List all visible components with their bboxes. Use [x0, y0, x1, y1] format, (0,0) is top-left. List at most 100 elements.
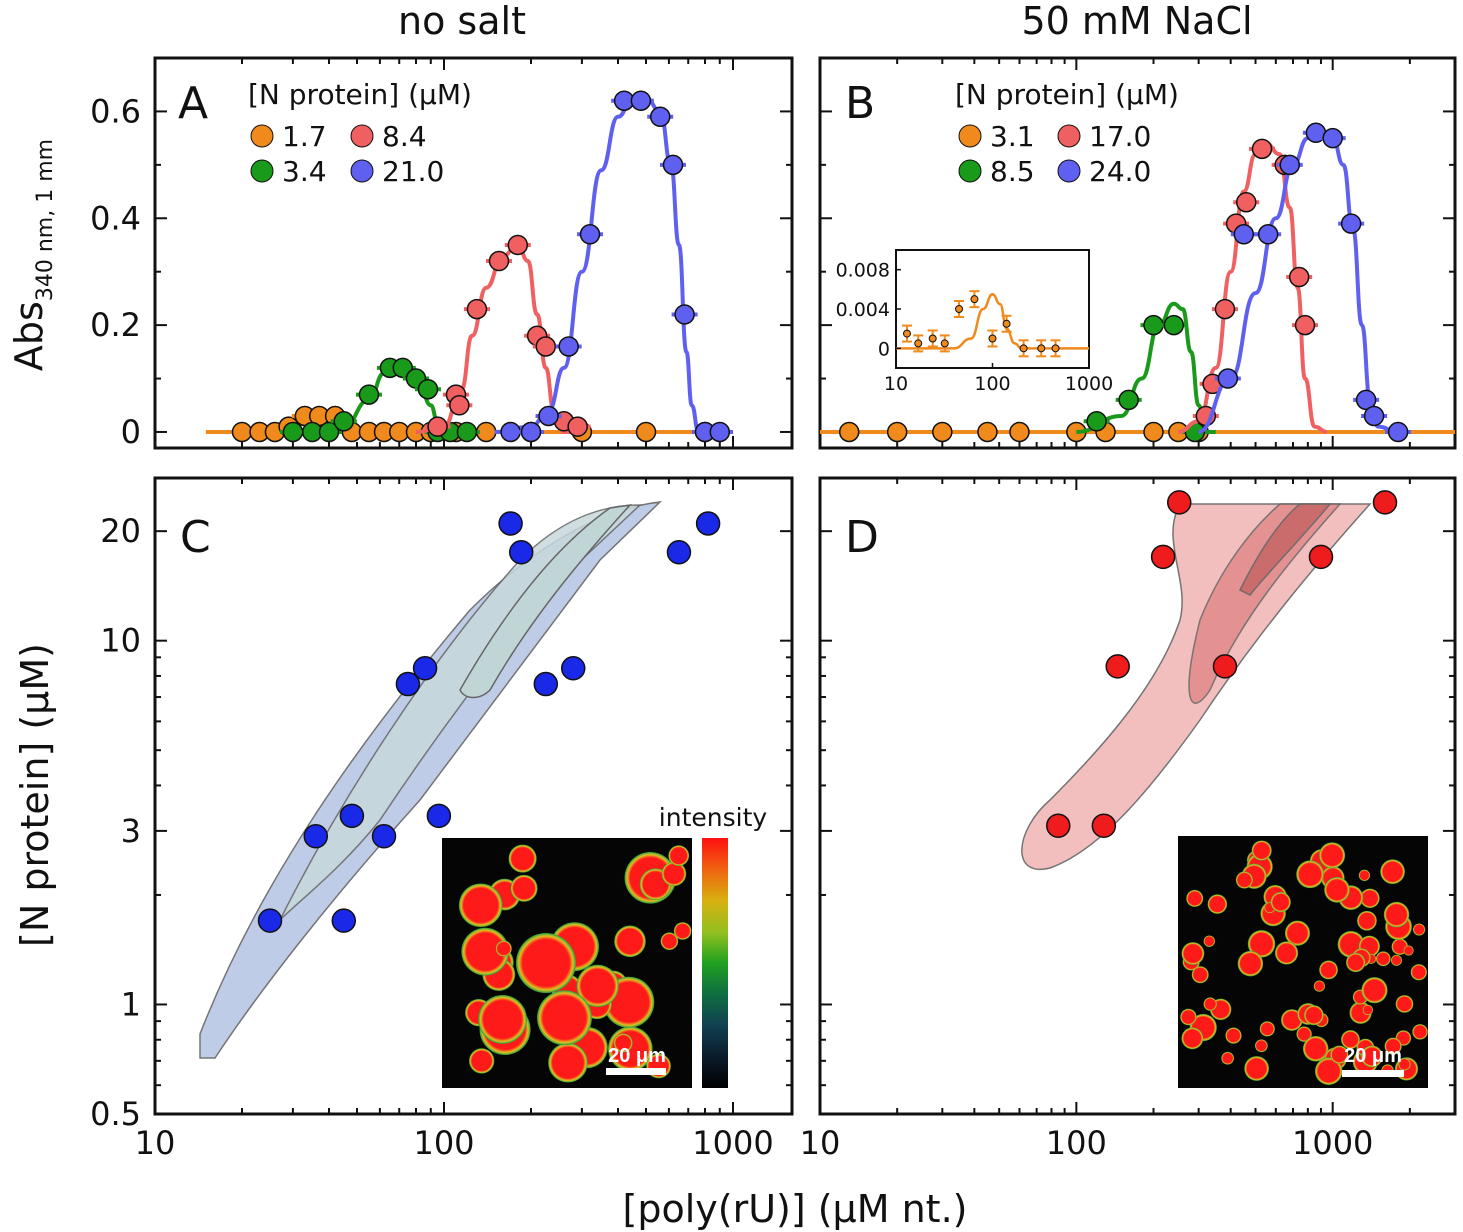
- panel-b-point-8.5: [1163, 314, 1185, 336]
- phase-band-c-mid: [279, 504, 642, 921]
- panel-a-point-8.4: [507, 234, 529, 256]
- panel-a-ytick-label: 0.6: [90, 92, 141, 130]
- inset-b-point: [988, 334, 997, 343]
- panel-b-point-24.0: [1233, 224, 1255, 245]
- panel-a-point-21.0: [662, 154, 684, 176]
- micrograph-c-droplets: [458, 844, 692, 1083]
- y-label-bottom: [N protein] (μM): [13, 643, 57, 947]
- legend-b-swatch-4: [1057, 159, 1081, 183]
- panel-a-point-21.0: [520, 421, 542, 443]
- phase-band-c-inner: [459, 503, 632, 699]
- legend-b-label-4: 24.0: [1089, 155, 1151, 188]
- inset-b-xtick-label: 1000: [1065, 373, 1113, 395]
- panel-c-point: [560, 655, 586, 681]
- phase-band-d-inner: [1238, 503, 1332, 596]
- inset-b-point: [1002, 319, 1011, 328]
- droplet: [1181, 942, 1205, 965]
- droplet: [1186, 889, 1204, 907]
- panel-d-point: [1166, 490, 1192, 515]
- droplet: [1180, 1008, 1197, 1026]
- panel-a-curve-8.4: [415, 242, 582, 434]
- panel-a-point-21.0: [538, 405, 559, 427]
- panel-c-ytick-label: 1: [121, 985, 141, 1023]
- droplet: [1390, 954, 1403, 966]
- droplet: [1207, 894, 1228, 914]
- panel-d-point: [1212, 654, 1238, 679]
- panel-a-frame: [153, 56, 794, 450]
- droplet: [1384, 1037, 1402, 1055]
- panel-c-point: [533, 671, 559, 697]
- chart-marks: 0 0.2 0.4 0.6 0 0.004 0.008 10 100 1000 0.5 1 3 10 20 1…: [90, 58, 1456, 1162]
- droplet: [1398, 1057, 1411, 1071]
- panel-d-frame: [818, 476, 1457, 1116]
- droplet: [613, 1033, 633, 1053]
- panel-a-point-21.0: [649, 106, 671, 128]
- y-label-top-main: Abs: [7, 301, 51, 371]
- legend-a-label-3: 8.4: [382, 120, 427, 153]
- col-title-salt: 50 mM NaCl: [1021, 0, 1252, 43]
- scalebar-d: [1342, 1070, 1404, 1077]
- panel-c-points: [257, 511, 721, 933]
- droplet: [548, 1042, 588, 1083]
- legend-b-label-2: 8.5: [990, 155, 1035, 188]
- droplet: [1296, 1026, 1312, 1042]
- droplet: [668, 845, 690, 867]
- droplet: [1296, 860, 1324, 889]
- svg-text:Abs340 nm, 1 mm: Abs340 nm, 1 mm: [7, 139, 58, 371]
- panel-c-ytick-label: 0.5: [90, 1095, 141, 1133]
- droplet: [1244, 1056, 1269, 1081]
- inset-b-xtick-label: 10: [884, 373, 908, 395]
- panel-c-ytick-label: 20: [100, 512, 141, 550]
- y-label-top: Abs340 nm, 1 mm: [7, 139, 58, 371]
- panel-b-series-group: [820, 122, 1455, 443]
- panel-d-point: [1091, 813, 1117, 838]
- inset-b-xtick-label: 100: [974, 373, 1010, 395]
- panel-a-point-3.4: [456, 421, 478, 443]
- panel-a-point-21.0: [674, 304, 695, 325]
- droplet: [673, 922, 692, 940]
- droplet: [1361, 977, 1388, 1004]
- panel-b-point-8.5: [1143, 314, 1164, 336]
- panel-b-point-24.0: [1340, 213, 1362, 234]
- droplet: [1358, 869, 1371, 881]
- panel-a-point-8.4: [427, 416, 448, 437]
- inset-b-point: [940, 339, 949, 348]
- panel-a-point-3.4: [318, 421, 340, 443]
- panel-b-point-3.1: [838, 421, 860, 443]
- panel-b-point-8.5: [1086, 411, 1107, 432]
- droplet: [614, 925, 646, 958]
- droplet: [1395, 995, 1414, 1013]
- panel-c-point: [395, 671, 421, 697]
- panel-a-point-21.0: [579, 224, 601, 245]
- droplet: [1302, 1035, 1329, 1062]
- panel-c-ytick-label: 10: [100, 622, 141, 660]
- panel-b-point-8.5: [1118, 389, 1139, 411]
- droplet: [508, 844, 537, 873]
- droplet: [1330, 1045, 1349, 1064]
- legend-b-swatch-2: [958, 159, 982, 183]
- panel-letter-c: C: [180, 512, 211, 563]
- droplet: [1324, 877, 1350, 903]
- droplet: [1412, 1024, 1428, 1040]
- panel-letter-a: A: [178, 78, 208, 129]
- legend-b-swatch-3: [1057, 124, 1081, 148]
- inset-b-ytick-label: 0: [878, 338, 890, 360]
- droplet: [1203, 935, 1216, 947]
- panel-a-point-21.0: [709, 421, 731, 443]
- droplet: [1225, 1027, 1242, 1044]
- panel-b-curve-17.0: [1178, 141, 1328, 434]
- panel-b-point-24.0: [1355, 389, 1377, 411]
- droplet: [1247, 930, 1276, 958]
- panel-d-xtick-label: 100: [1046, 1124, 1107, 1162]
- droplet: [1380, 859, 1405, 885]
- scalebar-c-label: 20 μm: [608, 1045, 666, 1067]
- droplet: [1303, 1005, 1324, 1026]
- panel-d-point: [1046, 813, 1071, 838]
- droplet: [1362, 1004, 1374, 1016]
- droplet: [1346, 952, 1366, 973]
- legend-b-title: [N protein] (μM): [955, 78, 1179, 111]
- droplet: [1237, 950, 1264, 977]
- panel-c-point: [412, 655, 438, 681]
- droplet: [1319, 842, 1346, 869]
- droplet: [458, 883, 503, 928]
